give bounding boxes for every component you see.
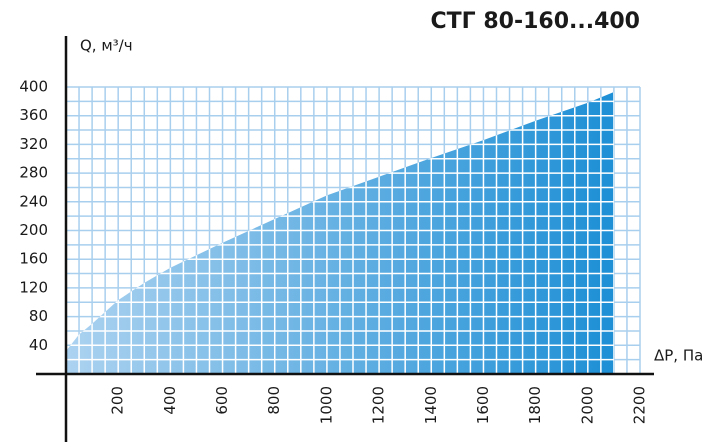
x-tick-label: 1400 [422, 386, 440, 424]
y-tick-label: 400 [19, 78, 48, 96]
x-tick-label: 2200 [631, 386, 649, 424]
y-tick-label: 280 [19, 164, 48, 182]
x-tick-label: 600 [213, 386, 231, 415]
y-tick-label: 80 [29, 307, 48, 325]
chart-title: СТГ 80-160...400 [431, 9, 641, 34]
x-tick-label: 2000 [578, 386, 596, 424]
x-tick-label: 400 [161, 386, 179, 415]
y-tick-label: 360 [19, 106, 48, 124]
x-tick-label: 800 [265, 386, 283, 415]
x-tick-label: 1600 [474, 386, 492, 424]
x-tick-label: 1200 [370, 386, 388, 424]
y-tick-label: 200 [19, 221, 48, 239]
x-tick-label: 1800 [526, 386, 544, 424]
y-tick-label: 240 [19, 192, 48, 210]
x-tick-label: 1000 [317, 386, 335, 424]
y-tick-label: 120 [19, 278, 48, 296]
y-tick-label: 320 [19, 135, 48, 153]
x-axis-label: ΔP, Па [654, 347, 703, 365]
y-axis-label: Q, м³/ч [80, 37, 133, 55]
x-tick-label: 200 [109, 386, 127, 415]
y-tick-label: 40 [29, 336, 48, 354]
y-tick-label: 160 [19, 250, 48, 268]
